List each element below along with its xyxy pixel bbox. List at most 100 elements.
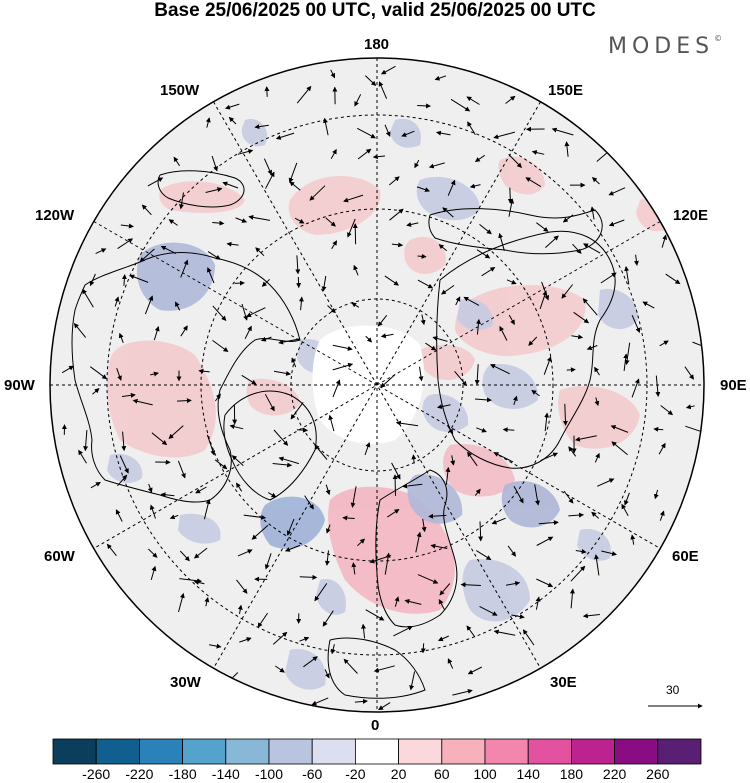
wind-vector: [466, 96, 480, 105]
wind-vector: [209, 643, 222, 649]
colorbar-tick-label: 60: [434, 766, 450, 782]
wind-vector: [536, 222, 549, 232]
wind-vector: [234, 280, 245, 286]
logo-mark: ©: [714, 34, 723, 43]
coastline-siberia: [428, 208, 603, 255]
wind-vector: [406, 222, 419, 227]
wind-vector: [95, 248, 107, 255]
colorbar-tick-label: 20: [390, 766, 407, 782]
wind-vector: [83, 430, 89, 452]
anomaly-blob: [136, 242, 215, 311]
wind-vector: [324, 669, 330, 679]
wind-vector: [490, 364, 510, 375]
colorbar-swatch: [311, 738, 356, 765]
colorbar-swatch: [354, 738, 399, 765]
wind-vector: [418, 366, 424, 382]
anomaly-blob: [482, 364, 539, 410]
wind-vector: [272, 462, 293, 468]
wind-vector: [198, 368, 210, 374]
wind-vector: [225, 103, 240, 110]
wind-vector: [653, 426, 664, 432]
wind-vector: [275, 132, 295, 140]
wind-vector: [212, 220, 225, 226]
wind-vector: [328, 414, 335, 432]
colorbar-swatch: [138, 738, 183, 765]
anomaly-blob: [598, 289, 639, 330]
wind-vector: [561, 284, 573, 299]
anomaly-blob: [107, 340, 216, 458]
wind-vector: [364, 75, 377, 86]
wind-vector: [378, 81, 388, 99]
wind-vector: [246, 307, 266, 317]
wind-vector: [330, 644, 336, 655]
wind-vector: [467, 666, 483, 675]
wind-vector: [286, 518, 295, 536]
wind-vector: [401, 130, 415, 137]
wind-vector: [372, 154, 386, 160]
wind-vector: [203, 498, 211, 520]
wind-vector: [150, 371, 159, 377]
wind-vector: [330, 148, 337, 159]
wind-vector: [299, 636, 310, 642]
meridian: [213, 101, 541, 669]
wind-vector: [601, 550, 618, 556]
wind-vector: [119, 455, 129, 474]
wind-vector: [73, 322, 87, 338]
wind-vector: [331, 240, 338, 250]
wind-vector: [469, 183, 481, 189]
wind-vector: [314, 444, 328, 460]
wind-vector: [563, 490, 574, 504]
lon-label-30e: 30E: [550, 674, 577, 691]
wind-vector: [425, 342, 437, 351]
wind-vector: [330, 69, 336, 79]
wind-vector: [508, 314, 515, 326]
colorbar-tick-label: -60: [302, 766, 323, 782]
wind-vector: [92, 388, 100, 395]
anomaly-blob: [462, 559, 530, 622]
wind-vector: [665, 273, 681, 285]
wind-vector: [106, 543, 117, 557]
wind-vector: [573, 311, 590, 324]
wind-vector: [151, 432, 168, 446]
wind-vector: [347, 218, 356, 238]
wind-vector: [582, 613, 600, 619]
wind-vector: [284, 544, 301, 552]
wind-vector: [499, 325, 508, 341]
wind-vector: [324, 550, 330, 566]
map-title: Base 25/06/2025 00 UTC, valid 25/06/2025…: [154, 0, 596, 21]
wind-vector: [631, 315, 641, 333]
wind-vector: [395, 420, 419, 427]
wind-vector: [129, 274, 149, 283]
wind-vector: [118, 332, 124, 343]
wind-vector: [243, 514, 267, 520]
wind-vector: [356, 127, 376, 139]
colorbar-swatch: [484, 738, 529, 765]
wind-vector: [257, 612, 269, 628]
wind-vector: [476, 550, 492, 561]
wind-vector: [531, 389, 540, 397]
wind-vector: [394, 596, 400, 607]
wind-vector: [235, 217, 248, 223]
colorbar-tick-label: 140: [516, 766, 540, 782]
wind-vector: [658, 442, 666, 455]
colorbar-tick-label: -260: [82, 766, 111, 782]
wind-vector: [226, 241, 239, 247]
wind-vector: [273, 429, 289, 446]
wind-vector: [404, 599, 422, 605]
wind-vector: [566, 367, 576, 373]
wind-vector: [178, 592, 185, 613]
wind-vector: [420, 314, 426, 326]
wind-vector: [264, 393, 275, 412]
wind-vector: [534, 484, 540, 506]
colorbar-tick-label: 180: [559, 766, 584, 782]
wind-vector: [275, 665, 285, 673]
wind-vector: [633, 254, 639, 266]
wind-vector: [582, 298, 598, 316]
wind-vector: [434, 75, 447, 81]
wind-vector: [380, 374, 396, 388]
wind-vector: [378, 702, 391, 711]
wind-vector: [236, 482, 243, 492]
wind-vector: [241, 303, 248, 321]
colorbar-swatch: [95, 738, 140, 765]
wind-vector: [327, 305, 336, 314]
